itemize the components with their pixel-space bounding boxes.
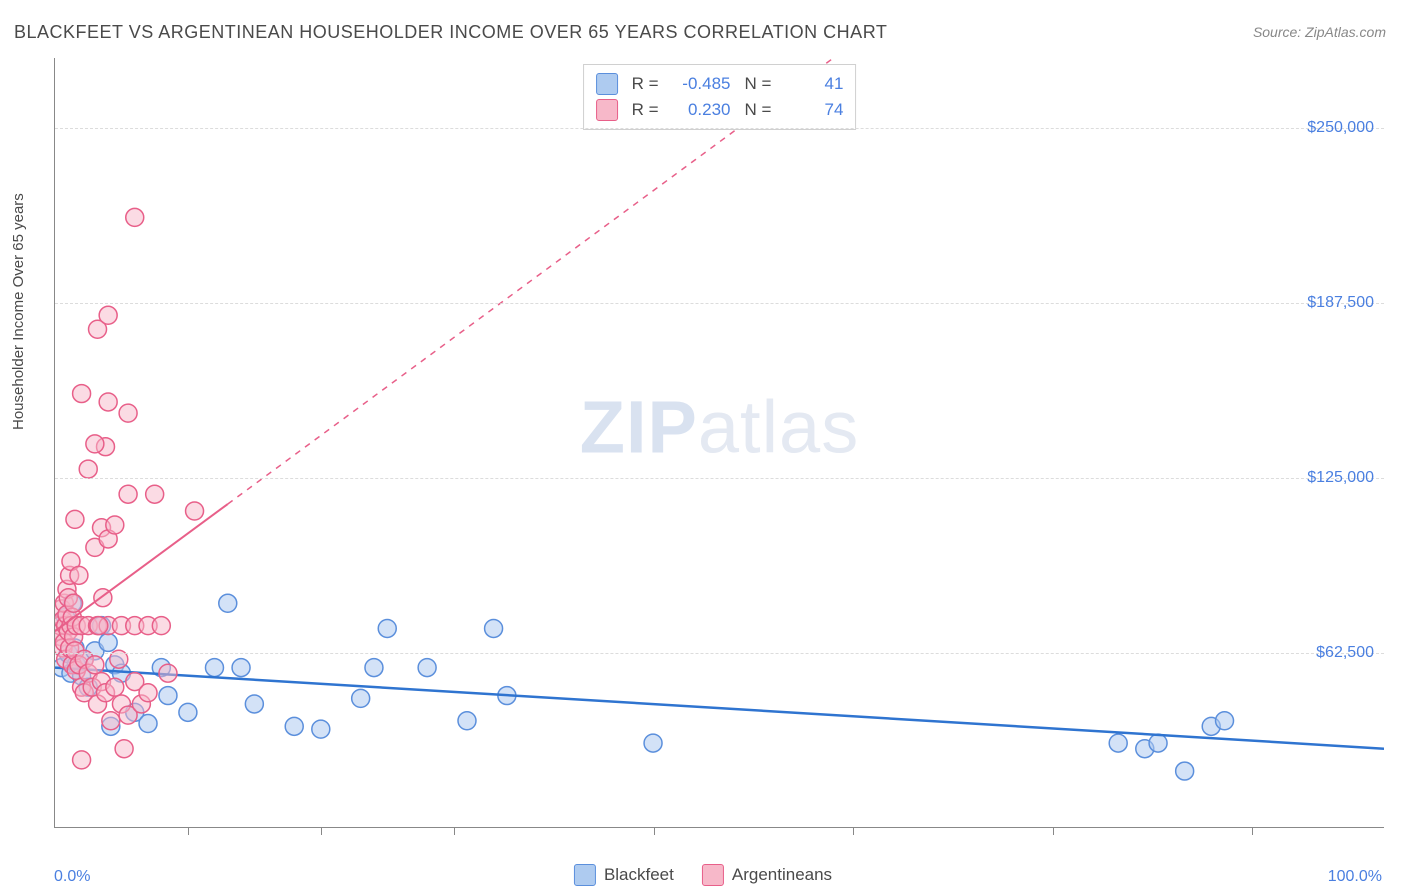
series-legend-item: Argentineans bbox=[702, 864, 832, 886]
x-tick bbox=[454, 827, 455, 835]
legend-swatch bbox=[596, 73, 618, 95]
gridline bbox=[55, 653, 1384, 654]
y-axis-label: Householder Income Over 65 years bbox=[10, 193, 27, 430]
y-tick-label: $62,500 bbox=[1316, 644, 1374, 662]
chart-title: BLACKFEET VS ARGENTINEAN HOUSEHOLDER INC… bbox=[14, 22, 887, 43]
series-name: Argentineans bbox=[732, 865, 832, 885]
gridline bbox=[55, 303, 1384, 304]
legend-row: R = 0.230 N = 74 bbox=[596, 97, 844, 123]
x-tick bbox=[321, 827, 322, 835]
x-tick bbox=[853, 827, 854, 835]
legend-n-value: 41 bbox=[785, 74, 843, 94]
series-name: Blackfeet bbox=[604, 865, 674, 885]
legend-n-label: N = bbox=[745, 100, 772, 120]
y-tick-label: $187,500 bbox=[1307, 294, 1374, 312]
x-axis-max-label: 100.0% bbox=[1328, 868, 1382, 886]
gridline bbox=[55, 478, 1384, 479]
x-tick bbox=[1053, 827, 1054, 835]
watermark: ZIPatlas bbox=[580, 385, 859, 470]
y-tick-label: $125,000 bbox=[1307, 469, 1374, 487]
legend-swatch bbox=[596, 99, 618, 121]
series-legend: Blackfeet Argentineans bbox=[574, 864, 832, 886]
source-attribution: Source: ZipAtlas.com bbox=[1253, 24, 1386, 40]
gridline bbox=[55, 128, 1384, 129]
legend-n-value: 74 bbox=[785, 100, 843, 120]
series-legend-item: Blackfeet bbox=[574, 864, 674, 886]
chart-svg bbox=[55, 58, 1384, 827]
legend-swatch bbox=[702, 864, 724, 886]
y-tick-label: $250,000 bbox=[1307, 119, 1374, 137]
legend-r-label: R = bbox=[632, 100, 659, 120]
x-tick bbox=[654, 827, 655, 835]
legend-r-value: 0.230 bbox=[673, 100, 731, 120]
x-axis-min-label: 0.0% bbox=[54, 868, 90, 886]
legend-r-label: R = bbox=[632, 74, 659, 94]
correlation-legend: R = -0.485 N = 41 R = 0.230 N = 74 bbox=[583, 64, 857, 130]
x-tick bbox=[188, 827, 189, 835]
legend-swatch bbox=[574, 864, 596, 886]
legend-n-label: N = bbox=[745, 74, 772, 94]
legend-r-value: -0.485 bbox=[673, 74, 731, 94]
x-tick bbox=[1252, 827, 1253, 835]
legend-row: R = -0.485 N = 41 bbox=[596, 71, 844, 97]
plot-area: ZIPatlas R = -0.485 N = 41 R = 0.230 N = 74 $62… bbox=[54, 58, 1384, 828]
